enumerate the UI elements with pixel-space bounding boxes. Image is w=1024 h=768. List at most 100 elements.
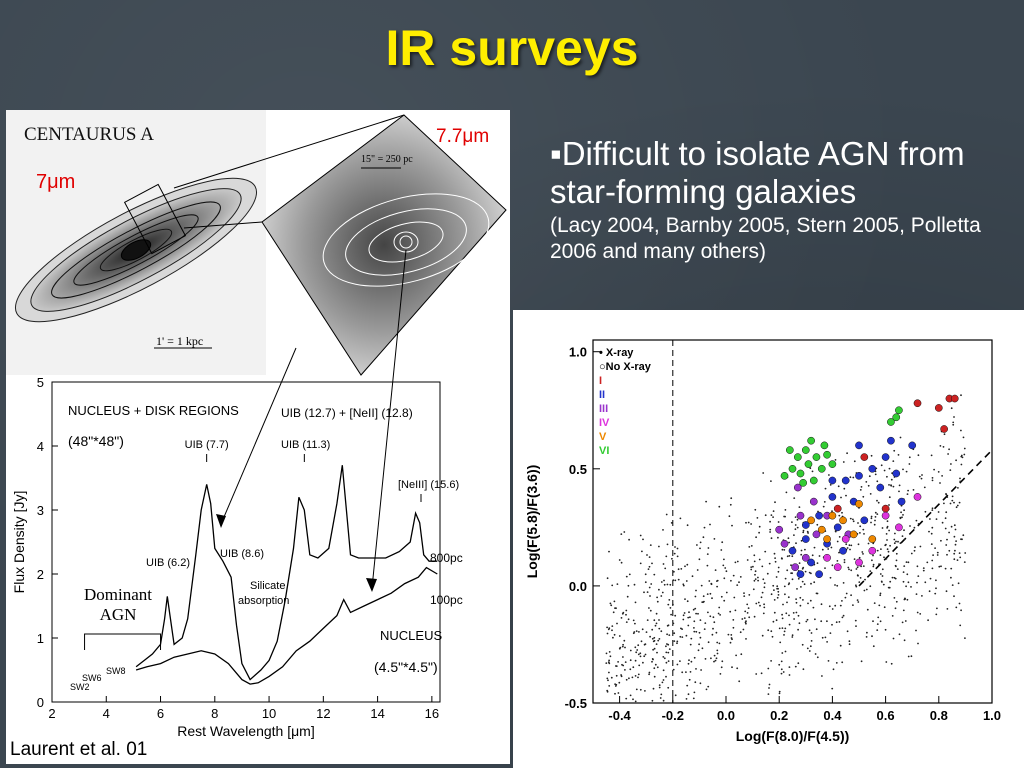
field-point — [865, 481, 868, 483]
field-point — [679, 660, 681, 662]
bullet-sub-text: (Lacy 2004, Barnby 2005, Stern 2005, Pol… — [550, 214, 981, 263]
field-point — [809, 645, 812, 648]
field-point — [689, 643, 692, 646]
field-point — [648, 556, 651, 558]
field-point — [849, 548, 851, 551]
class-VI-point — [817, 464, 826, 473]
field-point — [803, 583, 806, 586]
field-point — [777, 570, 780, 573]
field-point — [759, 604, 761, 607]
class-V-point — [855, 500, 863, 508]
field-point — [758, 525, 761, 528]
field-point — [930, 543, 933, 545]
spectrum-annotation-silicate-1: Silicate — [250, 580, 285, 592]
field-point — [822, 505, 825, 508]
field-point — [696, 544, 698, 546]
field-point — [616, 622, 618, 625]
field-point — [700, 669, 702, 671]
field-point — [862, 565, 865, 567]
class-III-point — [775, 525, 784, 534]
field-point — [870, 515, 873, 518]
field-point — [812, 606, 815, 609]
field-point — [797, 577, 800, 580]
field-point — [954, 543, 957, 546]
field-point — [631, 676, 634, 679]
field-point — [770, 514, 773, 516]
field-point — [783, 549, 786, 551]
field-point — [729, 610, 732, 613]
field-point — [905, 585, 907, 588]
field-point — [874, 519, 876, 522]
class-I-point — [833, 504, 842, 513]
field-point — [959, 480, 962, 483]
field-point — [746, 612, 749, 614]
field-point — [764, 514, 767, 517]
field-point — [774, 501, 776, 504]
field-point — [666, 633, 668, 636]
field-point — [824, 567, 826, 569]
field-point — [716, 641, 719, 644]
field-point — [838, 514, 841, 517]
field-point — [904, 620, 907, 622]
spectrum-xtick-label: 16 — [425, 706, 439, 721]
field-point — [697, 649, 700, 652]
field-point — [667, 660, 670, 662]
field-point — [661, 681, 664, 684]
field-point — [648, 671, 651, 674]
field-point — [660, 595, 663, 597]
field-point — [866, 631, 868, 634]
field-point — [893, 542, 896, 545]
field-point — [816, 592, 819, 595]
field-point — [855, 584, 857, 587]
field-point — [829, 576, 832, 579]
field-point — [769, 520, 771, 523]
field-point — [856, 574, 859, 577]
field-point — [618, 681, 621, 684]
field-point — [898, 633, 901, 636]
class-III-point — [809, 497, 818, 506]
class-IV-point — [913, 493, 922, 501]
field-point — [850, 544, 853, 547]
field-point — [906, 493, 909, 495]
field-point — [881, 568, 884, 571]
class-IV-point — [823, 553, 831, 562]
field-point — [606, 577, 609, 580]
field-point — [963, 453, 966, 456]
field-point — [701, 647, 704, 650]
field-point — [746, 559, 749, 561]
class-II-point — [881, 453, 890, 461]
field-point — [757, 601, 760, 604]
field-point — [881, 581, 883, 583]
field-point — [881, 575, 884, 577]
field-point — [754, 578, 757, 580]
field-point — [754, 570, 757, 573]
field-point — [801, 567, 804, 570]
field-point — [872, 565, 875, 568]
field-point — [629, 659, 632, 662]
field-point — [864, 578, 866, 581]
field-point — [763, 582, 766, 584]
field-point — [768, 687, 770, 689]
field-point — [666, 583, 669, 586]
field-point — [915, 629, 917, 632]
field-point — [898, 490, 900, 493]
field-point — [655, 643, 658, 645]
field-point — [856, 566, 859, 569]
field-point — [855, 625, 857, 627]
field-point — [648, 586, 651, 589]
field-point — [695, 668, 697, 670]
field-point — [848, 568, 850, 571]
spectrum-annotation-nucleus-aperture: (4.5"*4.5") — [374, 659, 438, 675]
field-point — [769, 531, 771, 533]
field-point — [892, 460, 895, 462]
spectrum-annotation-uib86: UIB (8.6) — [220, 548, 264, 560]
inset-image: 15" = 250 pc — [261, 114, 507, 376]
field-point — [785, 491, 788, 494]
field-point — [780, 660, 783, 663]
field-point — [798, 506, 801, 508]
class-II-point — [897, 497, 906, 506]
field-point — [960, 463, 963, 466]
field-point — [883, 606, 886, 609]
field-point — [829, 632, 832, 634]
field-point — [945, 544, 948, 546]
